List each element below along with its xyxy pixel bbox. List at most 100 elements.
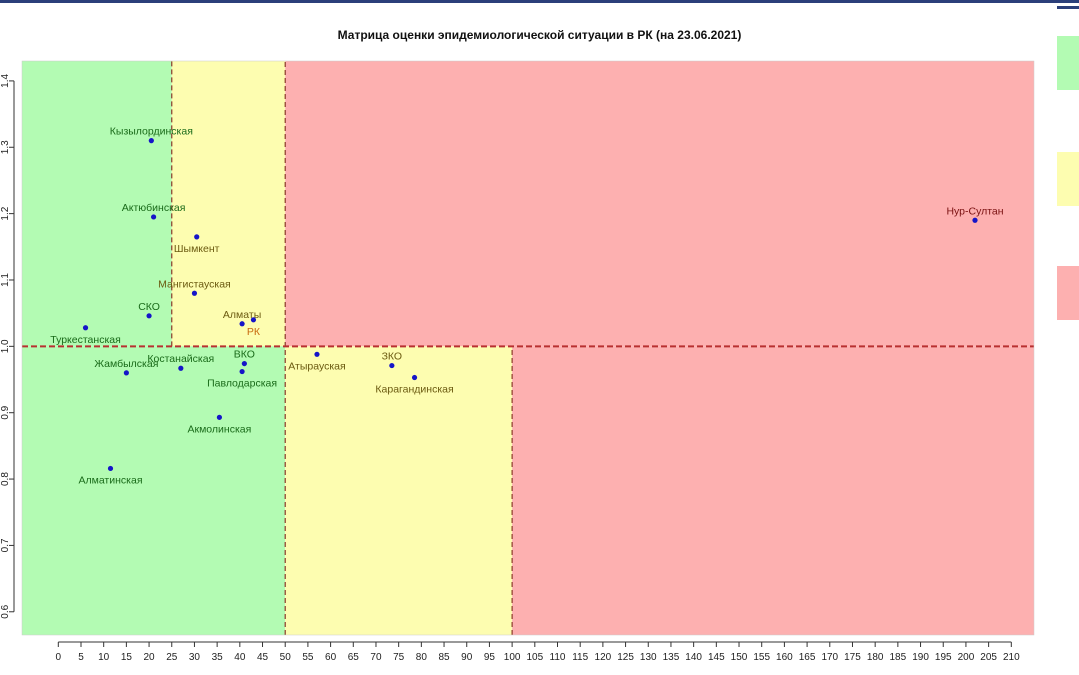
data-point-14 [314, 351, 320, 357]
y-tick-label-5: 1.1 [0, 273, 11, 287]
scatter-chart: 0 5 10 15 20 25 30 35 40 45 50 55 60 65 70 75 80 85 90 95 10… [0, 60, 1035, 663]
point-label-15: ЗКО [382, 351, 403, 363]
point-label-13: Алматинская [78, 474, 142, 486]
x-tick-label-1: 5 [78, 652, 84, 663]
point-label-9: Павлодарская [207, 378, 277, 390]
x-tick-label-26: 130 [640, 652, 657, 663]
point-label-0: Кызылординская [110, 126, 193, 138]
x-tick-label-22: 110 [550, 652, 566, 663]
x-tick-label-13: 65 [348, 652, 360, 663]
x-tick-label-10: 50 [280, 652, 292, 663]
data-point-1 [151, 214, 157, 220]
x-tick-label-27: 135 [663, 652, 680, 663]
point-label-3: Мангистауская [158, 278, 231, 290]
x-tick-label-19: 95 [484, 652, 496, 663]
x-tick-label-21: 105 [526, 652, 543, 663]
data-point-5 [82, 325, 89, 331]
x-tick-label-25: 125 [617, 652, 634, 663]
data-point-13 [107, 465, 114, 472]
x-tick-label-0: 0 [56, 652, 62, 663]
x-tick-label-5: 25 [166, 652, 178, 663]
data-point-12 [216, 414, 223, 420]
point-label-6: Алматы [223, 309, 261, 321]
y-tick-label-4: 1.0 [0, 339, 11, 353]
data-point-8 [241, 360, 247, 367]
point-label-11: Жамбылская [94, 358, 158, 370]
x-tick-label-17: 85 [438, 652, 450, 663]
x-tick-label-4: 20 [144, 652, 156, 663]
top-border-line [0, 0, 1079, 3]
x-tick-label-18: 90 [461, 652, 473, 663]
corner-line [1057, 6, 1079, 9]
x-tick-label-35: 175 [844, 652, 861, 663]
x-tick-label-42: 210 [1003, 652, 1020, 663]
x-tick-label-31: 155 [753, 652, 770, 663]
point-label-8: ВКО [234, 349, 255, 361]
y-tick-label-3: 0.9 [0, 405, 11, 419]
x-tick-label-11: 55 [302, 652, 314, 663]
data-point-2 [194, 234, 200, 240]
chart-title: Матрица оценки эпидемиологической ситуац… [337, 28, 742, 42]
data-point-3 [191, 290, 198, 296]
point-label-12: Акмолинская [187, 423, 251, 435]
point-label-1: Актюбинская [122, 202, 186, 214]
data-point-16 [411, 374, 418, 381]
x-tick-label-41: 205 [980, 652, 997, 663]
data-point-11 [123, 370, 129, 376]
zone-4 [285, 346, 513, 635]
x-tick-label-16: 80 [416, 652, 428, 663]
x-tick-label-7: 35 [212, 652, 224, 663]
x-tick-label-28: 140 [685, 652, 702, 663]
data-point-17 [972, 217, 978, 223]
x-tick-label-24: 120 [595, 652, 612, 663]
x-tick-label-15: 75 [393, 652, 405, 663]
y-tick-label-6: 1.2 [0, 206, 11, 220]
legend-swatch-yellow [1057, 152, 1079, 206]
point-label-14: Атырауская [288, 360, 345, 372]
x-tick-label-3: 15 [121, 652, 133, 663]
point-label-16: Карагандинская [375, 384, 453, 396]
y-tick-label-7: 1.3 [0, 140, 11, 154]
zone-5 [512, 346, 1034, 635]
x-tick-label-37: 185 [890, 652, 907, 663]
data-point-4 [146, 313, 152, 319]
x-tick-label-33: 165 [799, 652, 816, 663]
y-tick-label-1: 0.7 [0, 538, 11, 552]
point-label-7: РК [247, 326, 261, 338]
x-tick-label-8: 40 [234, 652, 246, 663]
x-tick-label-12: 60 [325, 652, 337, 663]
y-tick-label-0: 0.6 [0, 604, 11, 618]
data-point-15 [389, 362, 395, 369]
point-label-10: Костанайская [147, 353, 214, 365]
x-tick-label-38: 190 [912, 652, 929, 663]
x-tick-label-36: 180 [867, 652, 884, 663]
legend-swatch-green [1057, 36, 1079, 90]
point-label-5: Туркестанская [50, 334, 121, 346]
data-point-6 [239, 321, 245, 327]
x-tick-label-9: 45 [257, 652, 269, 663]
x-tick-label-6: 30 [189, 652, 201, 663]
legend-swatch-red [1057, 266, 1079, 320]
data-point-7 [250, 317, 257, 323]
y-tick-label-2: 0.8 [0, 472, 11, 486]
y-tick-label-8: 1.4 [0, 74, 11, 88]
data-point-9 [239, 368, 245, 375]
x-tick-label-40: 200 [958, 652, 975, 663]
point-label-17: Нур-Султан [946, 205, 1003, 217]
x-tick-label-30: 150 [731, 652, 748, 663]
data-point-10 [178, 365, 184, 371]
data-point-0 [148, 138, 154, 144]
plot-frame [21, 60, 1035, 636]
x-tick-label-34: 170 [821, 652, 838, 663]
zone-1 [171, 61, 286, 347]
x-tick-label-32: 160 [776, 652, 793, 663]
x-tick-label-14: 70 [370, 652, 382, 663]
x-tick-label-23: 115 [572, 652, 588, 663]
zone-2 [285, 61, 1034, 347]
point-label-4: СКО [138, 301, 160, 313]
zone-0 [22, 61, 172, 347]
x-tick-label-39: 195 [935, 652, 952, 663]
x-tick-label-2: 10 [98, 652, 110, 663]
x-tick-label-29: 145 [708, 652, 725, 663]
x-tick-label-20: 100 [504, 652, 521, 663]
